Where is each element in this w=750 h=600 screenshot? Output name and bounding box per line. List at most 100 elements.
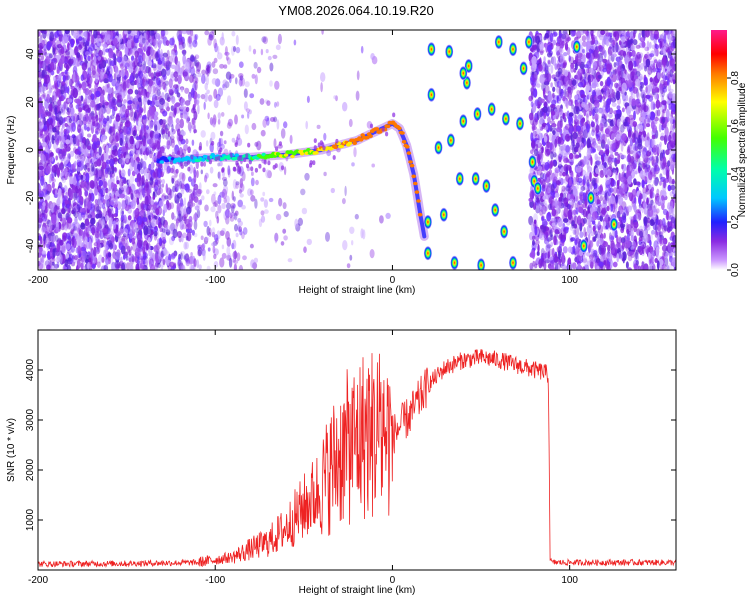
- noise-speck: [75, 135, 79, 146]
- noise-speck: [67, 98, 73, 103]
- noise-speck: [94, 50, 98, 56]
- noise-speck: [84, 204, 89, 210]
- noise-speck: [149, 263, 156, 270]
- noise-speck: [40, 236, 43, 245]
- noise-speck: [187, 35, 193, 44]
- noise-speck: [102, 43, 108, 49]
- noise-speck: [592, 225, 596, 232]
- noise-speck: [658, 123, 662, 133]
- noise-speck: [127, 215, 132, 221]
- noise-speck: [171, 124, 174, 133]
- noise-speck: [47, 41, 52, 48]
- noise-speck: [115, 206, 119, 216]
- noise-speck: [162, 196, 165, 203]
- noise-speck: [158, 40, 162, 50]
- noise-speck: [88, 192, 92, 202]
- noise-speck: [52, 100, 58, 111]
- noise-speck: [181, 224, 187, 230]
- noise-speck: [233, 203, 236, 209]
- noise-speck: [90, 34, 95, 45]
- noise-speck: [169, 37, 175, 46]
- noise-speck: [344, 185, 347, 197]
- noise-speck: [532, 239, 535, 246]
- noise-speck: [176, 202, 181, 213]
- noise-speck: [165, 56, 169, 66]
- noise-speck: [177, 67, 183, 78]
- noise-speck: [369, 249, 375, 259]
- noise-speck: [39, 257, 43, 263]
- noise-speck: [222, 79, 228, 86]
- noise-speck: [144, 89, 148, 95]
- noise-speck: [182, 71, 188, 77]
- noise-speck: [125, 115, 130, 125]
- noise-speck: [192, 104, 196, 113]
- noise-speck: [108, 218, 113, 229]
- noise-speck: [100, 113, 104, 120]
- noise-speck: [252, 48, 257, 55]
- noise-speck: [189, 74, 194, 83]
- noise-speck: [178, 172, 185, 180]
- noise-speck: [42, 83, 45, 94]
- noise-speck: [259, 98, 265, 105]
- noise-speck: [351, 162, 355, 167]
- noise-speck: [125, 196, 131, 205]
- noise-speck: [56, 251, 62, 262]
- noise-speck: [191, 117, 195, 126]
- noise-speck: [206, 189, 210, 195]
- noise-speck: [130, 199, 136, 210]
- noise-speck: [172, 148, 176, 155]
- noise-speck: [126, 39, 132, 49]
- noise-speck: [56, 75, 60, 81]
- noise-speck: [67, 59, 73, 65]
- noise-speck: [150, 161, 154, 171]
- noise-speck: [236, 166, 242, 175]
- noise-speck: [129, 263, 134, 270]
- noise-speck: [54, 204, 58, 212]
- noise-speck: [151, 84, 156, 95]
- noise-speck: [140, 77, 143, 87]
- noise-speck: [42, 205, 46, 211]
- noise-speck: [45, 55, 50, 65]
- noise-speck: [61, 207, 65, 215]
- noise-speck: [239, 193, 244, 198]
- noise-speck: [119, 137, 123, 146]
- noise-speck: [170, 96, 175, 102]
- noise-speck: [662, 167, 667, 175]
- noise-speck: [262, 118, 268, 128]
- noise-speck: [145, 125, 149, 130]
- noise-speck: [618, 87, 622, 91]
- noise-speck: [47, 82, 52, 90]
- noise-speck: [88, 257, 92, 263]
- noise-speck: [85, 31, 88, 41]
- noise-speck: [115, 121, 121, 130]
- noise-speck: [99, 200, 103, 206]
- noise-speck: [48, 141, 52, 147]
- noise-speck: [172, 228, 178, 239]
- noise-speck: [219, 257, 225, 268]
- noise-speck: [528, 95, 533, 102]
- noise-speck: [275, 213, 282, 221]
- noise-speck: [244, 124, 249, 135]
- noise-speck: [54, 31, 60, 38]
- noise-speck: [625, 261, 629, 269]
- noise-speck: [91, 226, 96, 236]
- noise-speck: [121, 55, 128, 63]
- noise-speck: [50, 61, 55, 72]
- noise-speck: [232, 251, 238, 259]
- noise-speck: [293, 39, 297, 46]
- noise-speck: [128, 249, 132, 256]
- noise-speck: [269, 62, 274, 72]
- noise-speck: [142, 246, 146, 255]
- noise-speck: [38, 81, 43, 90]
- noise-speck: [88, 240, 93, 250]
- noise-speck: [52, 91, 55, 96]
- noise-speck: [94, 74, 99, 84]
- noise-speck: [161, 228, 166, 233]
- noise-speck: [42, 60, 46, 71]
- noise-speck: [535, 239, 540, 245]
- noise-speck: [158, 187, 163, 195]
- noise-speck: [83, 184, 87, 192]
- noise-speck: [562, 246, 568, 254]
- noise-speck: [183, 197, 187, 207]
- noise-speck: [379, 215, 384, 224]
